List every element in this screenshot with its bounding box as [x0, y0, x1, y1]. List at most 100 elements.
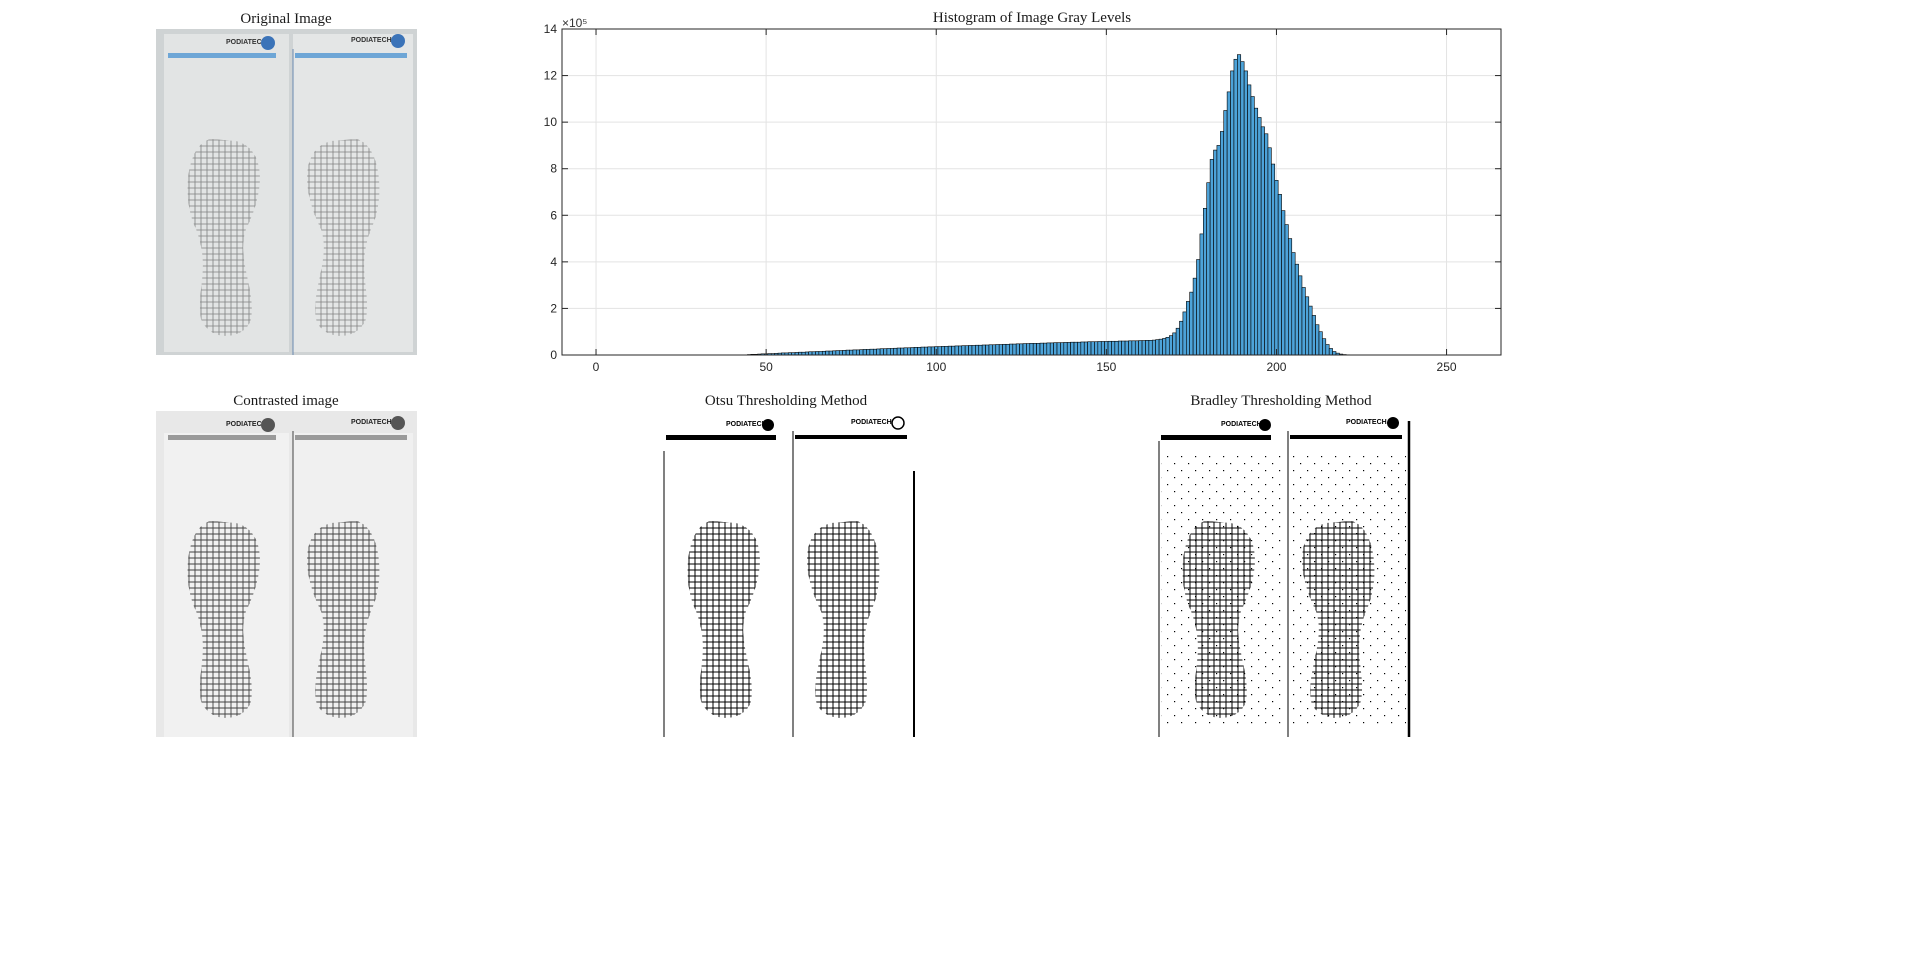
histogram-bar	[1070, 341, 1075, 356]
histogram-bar	[1277, 194, 1282, 356]
histogram-bar	[879, 348, 884, 356]
y-tick-label: 2	[550, 301, 557, 315]
histogram-bar	[995, 344, 1000, 356]
histogram-chart: Histogram of Image Gray Levels ×10⁵ 0 50 1…	[544, 10, 1502, 374]
histogram-bar	[1332, 351, 1337, 356]
histogram-bar	[1141, 340, 1146, 356]
histogram-bar	[988, 344, 993, 356]
original-image-title: Original Image	[240, 11, 332, 27]
histogram-bar	[941, 346, 946, 356]
otsu-image: PODIATECH PODIATECH	[656, 411, 917, 737]
histogram-bar	[1165, 337, 1170, 356]
histogram-bar	[1243, 70, 1248, 356]
histogram-bar	[1196, 259, 1201, 356]
histogram-bar	[981, 344, 986, 356]
x-tick-label: 200	[1266, 360, 1286, 374]
histogram-bar	[825, 350, 830, 356]
logo-text: PODIATECH	[726, 421, 767, 428]
x-tick-label: 150	[1096, 360, 1116, 374]
histogram-bar	[1291, 252, 1296, 356]
histogram-bar	[1301, 287, 1306, 356]
histogram-bar	[1158, 338, 1163, 356]
bradley-image: PODIATECH PODIATECH	[1151, 411, 1412, 737]
y-tick-label: 8	[550, 162, 557, 176]
histogram-bar	[876, 348, 881, 356]
histogram-bar	[835, 350, 840, 356]
histogram-bar	[1206, 182, 1211, 356]
histogram-bar	[971, 345, 976, 356]
histogram-bar	[1267, 147, 1272, 356]
histogram-bar	[968, 345, 973, 356]
y-tick-label: 4	[550, 255, 557, 269]
histogram-bar	[883, 348, 888, 356]
histogram-bar	[1223, 110, 1228, 356]
histogram-bar	[1090, 341, 1095, 356]
histogram-bar	[1257, 117, 1262, 356]
histogram-bar	[1066, 342, 1071, 356]
y-tick-label: 14	[544, 22, 558, 36]
plot-area	[562, 29, 1501, 355]
x-tick-label: 0	[593, 360, 600, 374]
logo-text: PODIATECH	[351, 37, 392, 44]
histogram-bar	[1114, 340, 1119, 356]
histogram-bar	[900, 347, 905, 356]
histogram-bar	[1318, 331, 1323, 356]
histogram-bar	[1172, 332, 1177, 356]
histogram-bar	[1083, 341, 1088, 356]
histogram-bar	[1213, 149, 1218, 356]
histogram-bar	[1128, 340, 1133, 356]
histogram-bar	[1100, 341, 1105, 356]
histogram-bar	[1111, 340, 1116, 356]
histogram-bar	[832, 350, 837, 356]
histogram-bar	[1284, 224, 1289, 356]
logo-text: PODIATECH	[351, 419, 392, 426]
histogram-bar	[920, 346, 925, 356]
logo-text: PODIATECH	[1346, 419, 1387, 426]
histogram-bar	[1026, 343, 1031, 356]
histogram-bar	[1199, 233, 1204, 356]
y-tick-label: 0	[550, 348, 557, 362]
histogram-bar	[964, 345, 969, 356]
histogram-bar	[1250, 96, 1255, 356]
logo-text: PODIATECH	[226, 421, 267, 428]
histogram-bar	[1305, 296, 1310, 356]
histogram-bar	[1185, 301, 1191, 356]
histogram-bar	[1032, 343, 1037, 356]
histogram-bar	[1036, 343, 1041, 356]
histogram-bar	[872, 348, 878, 356]
chart-title: Histogram of Image Gray Levels	[933, 10, 1131, 26]
histogram-bar	[886, 348, 891, 356]
histogram-bar	[1046, 342, 1051, 356]
histogram-bar	[821, 350, 826, 356]
histogram-bar	[1216, 145, 1221, 356]
histogram-bar	[903, 347, 908, 356]
histogram-bar	[1131, 340, 1136, 356]
histogram-bar	[1138, 340, 1143, 356]
histogram-bar	[1220, 131, 1225, 356]
otsu-title: Otsu Thresholding Method	[704, 393, 868, 409]
histogram-bar	[1308, 305, 1313, 356]
histogram-bar	[859, 349, 864, 356]
histogram-bar	[845, 349, 850, 356]
y-tick-label: 12	[544, 69, 558, 83]
histogram-bar	[1237, 54, 1242, 356]
axes-box	[561, 28, 1502, 356]
histogram-bar	[896, 347, 901, 356]
histogram-bar	[1192, 277, 1197, 356]
histogram-bar	[1281, 210, 1286, 356]
histogram-bar	[842, 350, 847, 356]
histogram-bar	[890, 348, 895, 356]
histogram-bar	[1002, 343, 1007, 356]
histogram-bar	[1043, 342, 1048, 356]
histogram-bar	[985, 344, 990, 356]
histogram-bar	[1107, 340, 1112, 356]
histogram-bar	[1315, 324, 1320, 356]
histogram-bar	[1274, 180, 1279, 356]
histogram-bar	[1311, 315, 1316, 356]
histogram-bar	[1056, 342, 1061, 356]
histogram-bar	[1155, 339, 1160, 356]
histogram-bar	[1271, 163, 1276, 356]
histogram-bar	[961, 345, 966, 356]
histogram-bar	[1049, 342, 1054, 356]
histogram-bar	[1148, 340, 1153, 356]
